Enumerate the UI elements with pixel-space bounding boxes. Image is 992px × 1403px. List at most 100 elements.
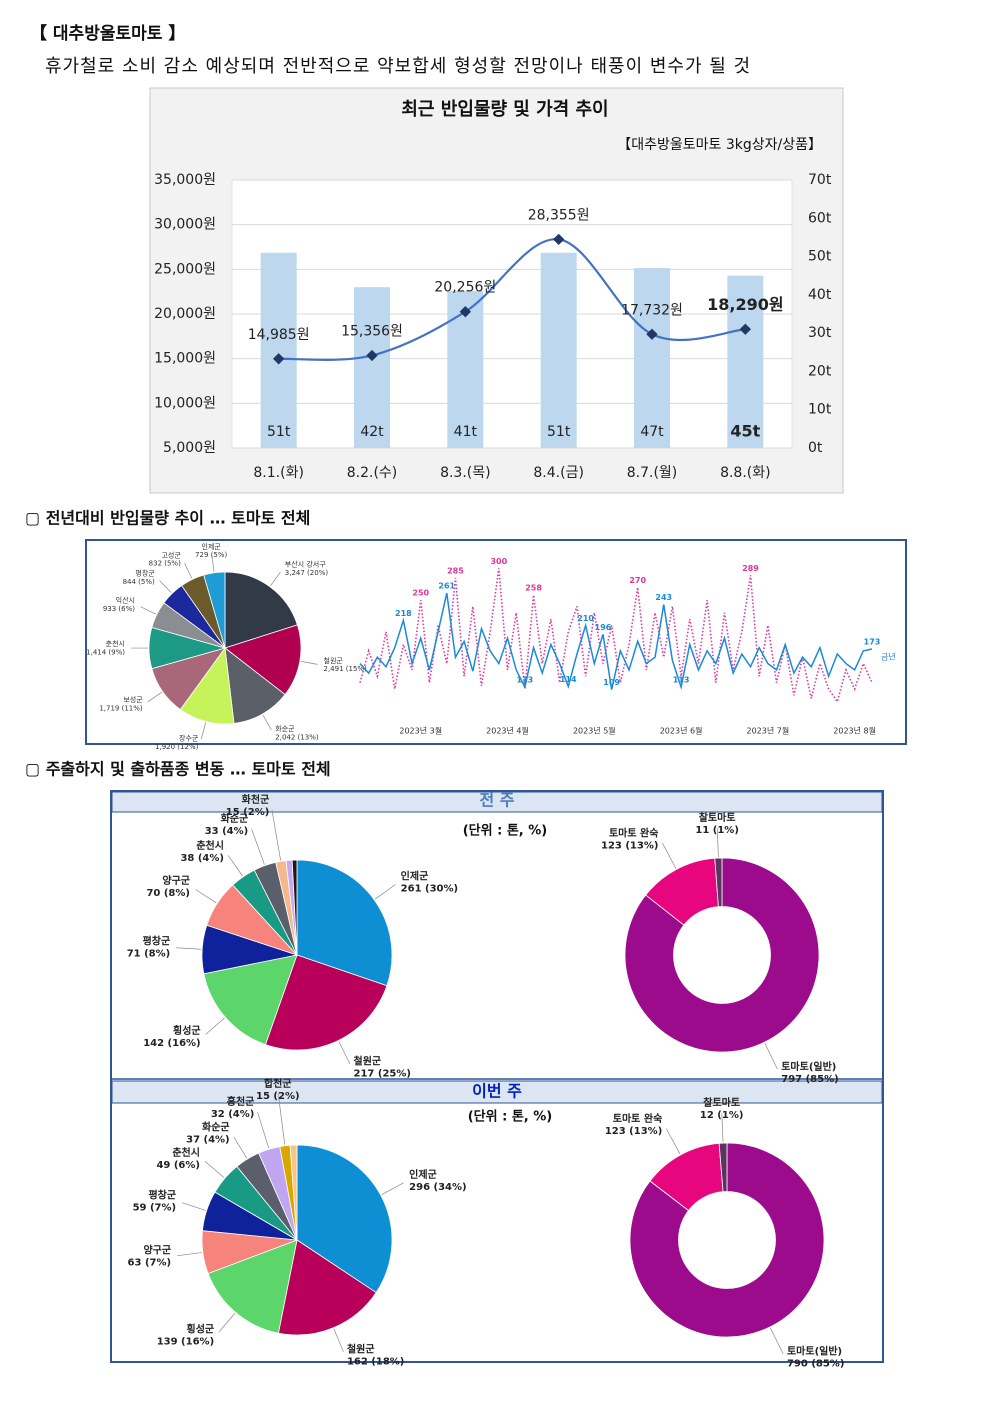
slice-value: 38 (4%) (180, 853, 224, 864)
panel-title: 이번 주 (472, 1082, 522, 1101)
slice-label: 춘천시 (106, 639, 125, 648)
leader-line (176, 1252, 202, 1257)
slice-label: 양구군 (162, 875, 190, 887)
x-tick-label: 8.4.(금) (533, 465, 584, 481)
y-tick-label: 5,000원 (163, 440, 216, 456)
slice-value: 1,719 (11%) (99, 704, 143, 712)
line-marker (553, 233, 565, 246)
leader-line (195, 889, 217, 904)
pie-slice (203, 954, 298, 1046)
point-label: 173 (864, 637, 881, 646)
slice-value: 49 (6%) (156, 1160, 200, 1171)
x-tick-label: 8.2.(수) (347, 465, 398, 481)
line-label: 15,356원 (341, 323, 403, 339)
slice-value: 11 (1%) (695, 825, 739, 836)
leader-line (159, 580, 172, 593)
slice-value: 3,247 (20%) (285, 569, 329, 577)
slice-value: 933 (6%) (103, 605, 135, 613)
leader-line (665, 1128, 681, 1155)
y-tick-label: 25,000원 (154, 261, 216, 277)
x-tick-label: 2023년 7월 (747, 726, 790, 736)
slice-value: 70 (8%) (146, 888, 190, 899)
slice-label: 인제군 (401, 869, 429, 882)
slice-value: 844 (5%) (123, 578, 155, 586)
slice-label: 화천군 (242, 793, 270, 806)
slice-label: 토마토 완숙 (609, 826, 658, 839)
x-tick-label: 8.7.(월) (627, 465, 678, 481)
leader-line (333, 1328, 344, 1352)
x-tick-label: 2023년 6월 (660, 726, 703, 736)
unit-note: (단위 : 톤, %) (468, 1109, 553, 1125)
donut-slice (624, 857, 820, 1053)
slice-value: 296 (34%) (409, 1182, 466, 1193)
leader-line (211, 554, 215, 572)
slice-label: 장수군 (179, 734, 199, 743)
leader-line (205, 1017, 225, 1035)
leader-line (227, 855, 243, 877)
slice-value: 1,920 (12%) (155, 743, 199, 751)
slice-label: 철원군 (324, 656, 344, 665)
slice-label: 화순군 (202, 1121, 230, 1133)
chart-title: 최근 반입물량 및 가격 추이 (401, 98, 608, 120)
leader-line (262, 714, 272, 730)
slice-label: 고성군 (161, 550, 181, 559)
slice-value: 797 (85%) (781, 1074, 838, 1085)
leader-line (201, 722, 206, 740)
leader-line (251, 828, 265, 865)
slice-label: 부산시 강서구 (285, 560, 326, 569)
panel-band (111, 791, 883, 813)
leader-line (721, 1113, 724, 1143)
y-tick-label: 10,000원 (154, 395, 216, 411)
slice-value: 832 (5%) (149, 560, 181, 568)
slice-label: 횡성군 (173, 1024, 201, 1037)
line-marker (646, 328, 658, 340)
bar-label: 51t (547, 424, 571, 440)
pie-slice (207, 1239, 298, 1334)
section-heading: ▢ 전년대비 반입물량 추이 … 토마토 전체 (25, 509, 310, 528)
line-marker (273, 353, 285, 365)
bar (540, 252, 577, 448)
line-marker (739, 323, 751, 335)
leader-line (770, 1327, 784, 1355)
summary: 휴가철로 소비 감소 예상되며 전반적으로 약보합세 형성할 전망이나 태풍이 … (45, 56, 751, 77)
line-label: 14,985원 (248, 327, 310, 343)
bar-label: 41t (454, 424, 478, 440)
line-label: 20,256원 (434, 280, 496, 296)
line-label: 17,732원 (621, 302, 683, 318)
slice-label: 양구군 (143, 1244, 171, 1256)
page-title: 【 대추방울토마토 】 (30, 23, 185, 44)
slice-label: 홍천군 (227, 1095, 255, 1108)
x-tick-label: 8.8.(화) (720, 465, 771, 481)
leader-line (277, 1094, 286, 1145)
y2-tick-label: 30t (808, 325, 832, 341)
point-label: 218 (395, 609, 412, 618)
y2-tick-label: 50t (808, 249, 832, 265)
point-label: 300 (490, 557, 507, 566)
x-tick-label: 2023년 3월 (399, 726, 442, 736)
slice-value: 139 (16%) (157, 1336, 214, 1347)
y2-tick-label: 40t (808, 287, 832, 303)
pie-slice (224, 571, 298, 649)
slice-label: 찰토마토 (703, 1096, 740, 1109)
leader-line (716, 828, 719, 858)
leader-line (140, 606, 156, 615)
slice-value: 2,491 (15%) (324, 665, 368, 673)
donut-slice (629, 1142, 825, 1338)
slice-label: 화순군 (275, 725, 295, 733)
slice-label: 춘천시 (172, 1146, 200, 1159)
line-label: 28,355원 (528, 207, 590, 223)
slice-value: 217 (25%) (354, 1068, 411, 1079)
slice-value: 2,042 (13%) (275, 733, 319, 741)
bar (260, 252, 297, 448)
slice-label: 횡성군 (187, 1322, 215, 1335)
point-label: 210 (577, 614, 594, 623)
slice-label: 화순군 (221, 813, 249, 825)
slice-value: 162 (18%) (347, 1356, 404, 1367)
leader-line (338, 1041, 351, 1065)
y2-tick-label: 0t (808, 440, 823, 456)
unit-note: (단위 : 톤, %) (463, 823, 548, 839)
pie-slice (224, 647, 286, 724)
leader-line (270, 571, 281, 587)
x-tick-label: 2023년 4월 (486, 726, 529, 736)
point-label: 113 (517, 676, 534, 685)
